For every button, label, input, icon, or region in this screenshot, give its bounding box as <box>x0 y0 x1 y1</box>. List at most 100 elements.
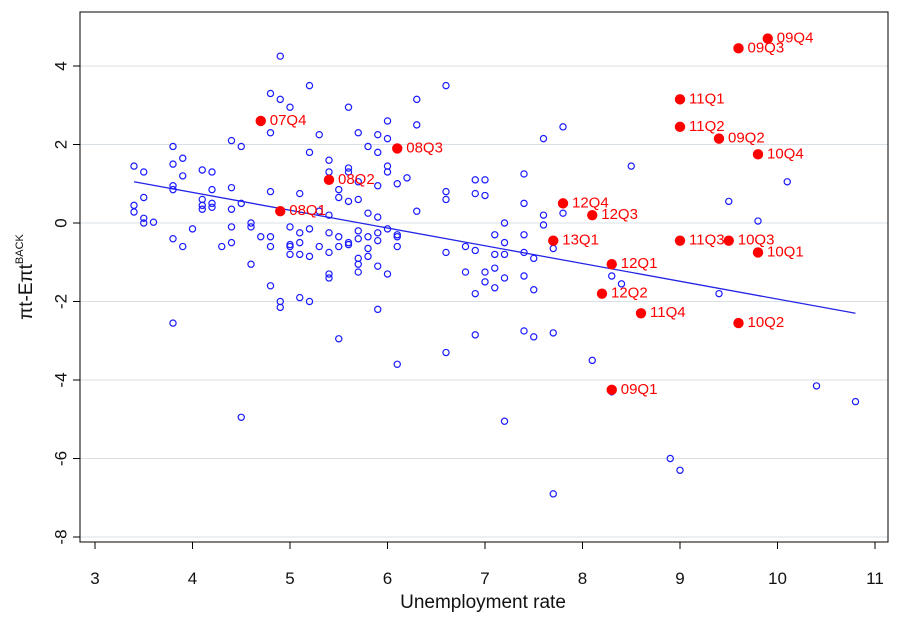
scatter-point <box>266 129 275 137</box>
scatter-point <box>208 185 216 194</box>
y-tick-label: -4 <box>51 372 70 387</box>
scatter-point <box>266 242 275 251</box>
scatter-point <box>266 233 275 241</box>
scatter-point <box>354 260 362 268</box>
highlight-point <box>733 317 744 329</box>
scatter-point <box>588 356 596 365</box>
scatter-point <box>676 466 684 474</box>
scatter-point <box>364 252 372 261</box>
scatter-point <box>530 286 538 294</box>
scatter-point <box>725 197 733 206</box>
grid <box>80 65 888 538</box>
x-tick-label: 11 <box>866 569 884 588</box>
scatter-point <box>364 142 372 151</box>
scatter-point <box>325 211 333 219</box>
scatter-point <box>305 225 314 233</box>
scatter-point <box>179 172 187 180</box>
scatter-point <box>335 233 343 241</box>
point-label-12q1: 12Q1 <box>621 255 658 272</box>
y-tick-label: 4 <box>51 61 70 70</box>
scatter-point <box>500 250 509 259</box>
scatter-point <box>286 242 294 251</box>
scatter-point <box>383 270 392 278</box>
scatter-point <box>188 225 197 233</box>
scatter-point <box>374 236 382 245</box>
point-label-11q3: 11Q3 <box>689 232 725 249</box>
scatter-point <box>325 156 333 164</box>
point-label-09q1: 09Q1 <box>621 381 658 398</box>
scatter-point <box>266 282 275 290</box>
point-label-10q2: 10Q2 <box>748 314 785 331</box>
scatter-point <box>383 134 392 143</box>
scatter-point <box>247 219 255 227</box>
scatter-point <box>169 319 177 327</box>
scatter-point <box>247 260 255 268</box>
point-label-09q3: 09Q3 <box>748 39 785 56</box>
scatter-point <box>374 229 382 237</box>
scatter-point <box>169 185 177 194</box>
highlight-point <box>674 235 686 246</box>
scatter-point <box>383 117 392 125</box>
scatter-point <box>276 95 284 104</box>
scatter-point <box>227 136 236 145</box>
highlight-point <box>674 94 686 105</box>
scatter-point <box>520 327 528 335</box>
scatter-point <box>305 81 314 90</box>
scatter-point <box>354 234 362 243</box>
y-axis-title-superscript: BACK <box>14 233 26 264</box>
scatter-point <box>471 176 479 184</box>
scatter-point <box>520 272 528 280</box>
scatter-point <box>617 280 626 288</box>
y-tick-label: 2 <box>51 140 70 149</box>
scatter-point <box>208 199 216 208</box>
highlight-point <box>596 288 608 299</box>
plot-frame <box>79 11 889 543</box>
scatter-point <box>754 217 762 225</box>
scatter-point <box>442 187 450 196</box>
scatter-point <box>305 148 314 157</box>
point-label-11q1: 11Q1 <box>689 90 725 107</box>
scatter-point <box>393 360 401 368</box>
scatter-point <box>393 180 401 188</box>
point-label-11q2: 11Q2 <box>689 118 725 135</box>
scatter-point <box>179 242 187 251</box>
y-axis-title: πt-EπtBACK <box>14 233 37 319</box>
scatter-point <box>500 238 509 247</box>
scatter-point <box>364 233 372 241</box>
scatter-point <box>491 284 499 292</box>
scatter-point <box>305 297 314 306</box>
scatter-point <box>344 197 353 206</box>
scatter-point <box>481 191 489 200</box>
scatter-point <box>325 270 333 278</box>
scatter-point <box>218 242 226 251</box>
point-label-08q2: 08Q2 <box>338 171 375 188</box>
y-tick-label: -6 <box>51 451 70 466</box>
scatter-point <box>140 168 148 176</box>
scatter-point <box>608 272 616 280</box>
scatter-point <box>383 168 392 176</box>
scatter-point <box>140 193 148 202</box>
scatter-point <box>286 223 294 231</box>
scatter-point <box>354 195 362 204</box>
scatter-point <box>315 130 323 139</box>
scatter-point <box>491 264 499 272</box>
scatter-point <box>783 178 791 186</box>
y-tick-label: -2 <box>51 294 70 309</box>
scatter-point <box>403 174 411 182</box>
highlight-point <box>762 33 773 44</box>
highlight-point <box>752 149 764 160</box>
x-tick-label: 7 <box>480 569 489 588</box>
scatter-point <box>471 246 479 255</box>
scatter-point <box>179 154 187 162</box>
scatter-point <box>325 229 333 237</box>
scatter-point <box>500 274 509 282</box>
scatter-point <box>413 95 421 104</box>
scatter-point <box>461 242 470 251</box>
point-label-11q4: 11Q4 <box>650 304 686 321</box>
scatter-point <box>374 213 382 221</box>
highlight-point <box>275 206 286 217</box>
scatter-point <box>169 160 177 168</box>
scatter-point <box>539 134 548 143</box>
scatter-point <box>208 168 216 176</box>
